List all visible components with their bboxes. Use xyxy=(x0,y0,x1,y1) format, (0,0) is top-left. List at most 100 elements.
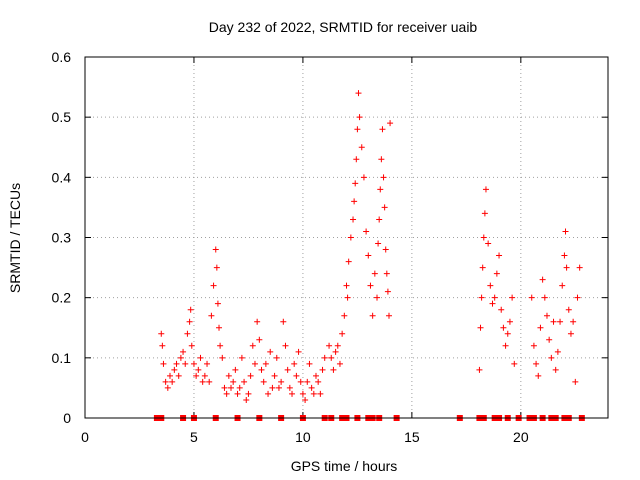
data-point xyxy=(332,348,339,355)
data-point xyxy=(491,294,498,301)
data-point xyxy=(379,126,386,133)
data-point xyxy=(184,330,191,337)
data-point xyxy=(238,354,245,361)
data-point xyxy=(230,378,237,385)
data-point xyxy=(204,360,211,367)
data-point xyxy=(275,384,282,391)
data-point xyxy=(269,384,276,391)
data-point xyxy=(289,390,296,397)
data-point xyxy=(210,282,217,289)
data-point xyxy=(199,378,206,385)
data-point xyxy=(374,294,381,301)
data-point xyxy=(382,246,389,253)
data-point xyxy=(561,252,568,259)
chart-title: Day 232 of 2022, SRMTID for receiver uai… xyxy=(209,19,478,35)
data-points xyxy=(158,90,583,403)
x-tick-label: 5 xyxy=(190,429,198,445)
data-point xyxy=(385,312,392,319)
data-point xyxy=(341,312,348,319)
data-point xyxy=(504,330,511,337)
x-tick-label: 10 xyxy=(295,429,311,445)
data-point xyxy=(358,144,365,151)
data-point xyxy=(265,390,272,397)
data-point xyxy=(367,282,374,289)
data-point xyxy=(260,378,267,385)
data-point xyxy=(273,354,280,361)
data-point xyxy=(533,360,540,367)
data-point xyxy=(306,360,313,367)
data-point xyxy=(182,360,189,367)
data-point xyxy=(557,318,564,325)
y-tick-label: 0 xyxy=(63,410,71,426)
data-point xyxy=(554,348,561,355)
data-point xyxy=(363,228,370,235)
x-tick-labels: 0 5 10 15 20 xyxy=(81,429,529,445)
data-point xyxy=(548,354,555,361)
data-point xyxy=(304,378,311,385)
data-point xyxy=(319,366,326,373)
data-point xyxy=(297,378,304,385)
data-point xyxy=(479,264,486,271)
data-point xyxy=(330,366,337,373)
y-tick-label: 0.6 xyxy=(52,49,72,65)
data-point xyxy=(562,228,569,235)
data-point xyxy=(214,300,221,307)
y-tick-label: 0.2 xyxy=(52,290,72,306)
data-point xyxy=(223,390,230,397)
data-point xyxy=(256,336,263,343)
data-point xyxy=(293,372,300,379)
data-point xyxy=(159,342,166,349)
data-point xyxy=(334,342,341,349)
data-point xyxy=(232,366,239,373)
data-point xyxy=(528,294,535,301)
data-point xyxy=(350,216,357,223)
data-point xyxy=(480,234,487,241)
data-point xyxy=(193,372,200,379)
data-point xyxy=(509,294,516,301)
data-point xyxy=(284,366,291,373)
data-point xyxy=(365,252,372,259)
data-point xyxy=(339,330,346,337)
data-point xyxy=(280,318,287,325)
data-point xyxy=(164,384,171,391)
data-point xyxy=(535,372,542,379)
data-point xyxy=(344,294,351,301)
data-point xyxy=(376,216,383,223)
data-point xyxy=(567,330,574,337)
grid xyxy=(85,57,608,418)
data-point xyxy=(221,384,228,391)
data-point xyxy=(299,390,306,397)
data-point xyxy=(317,390,324,397)
data-point xyxy=(282,342,289,349)
data-point xyxy=(576,264,583,271)
data-point xyxy=(381,204,388,211)
data-point xyxy=(572,378,579,385)
data-point xyxy=(197,354,204,361)
data-point xyxy=(485,240,492,247)
data-point xyxy=(180,348,187,355)
data-point xyxy=(308,384,315,391)
data-point xyxy=(286,384,293,391)
data-point xyxy=(351,198,358,205)
data-point xyxy=(546,336,553,343)
data-point xyxy=(236,384,243,391)
data-point xyxy=(249,342,256,349)
data-point xyxy=(195,366,202,373)
x-tick-label: 0 xyxy=(81,429,89,445)
data-point xyxy=(537,324,544,331)
y-tick-label: 0.3 xyxy=(52,230,72,246)
data-point xyxy=(321,354,328,361)
data-point xyxy=(565,306,572,313)
data-point xyxy=(347,234,354,241)
data-point xyxy=(312,372,319,379)
data-point xyxy=(384,288,391,295)
data-point xyxy=(380,174,387,181)
data-point xyxy=(550,318,557,325)
data-point xyxy=(530,342,537,349)
data-point xyxy=(241,378,248,385)
data-point xyxy=(345,258,352,265)
data-point xyxy=(371,270,378,277)
data-point xyxy=(158,330,165,337)
data-point xyxy=(206,378,213,385)
